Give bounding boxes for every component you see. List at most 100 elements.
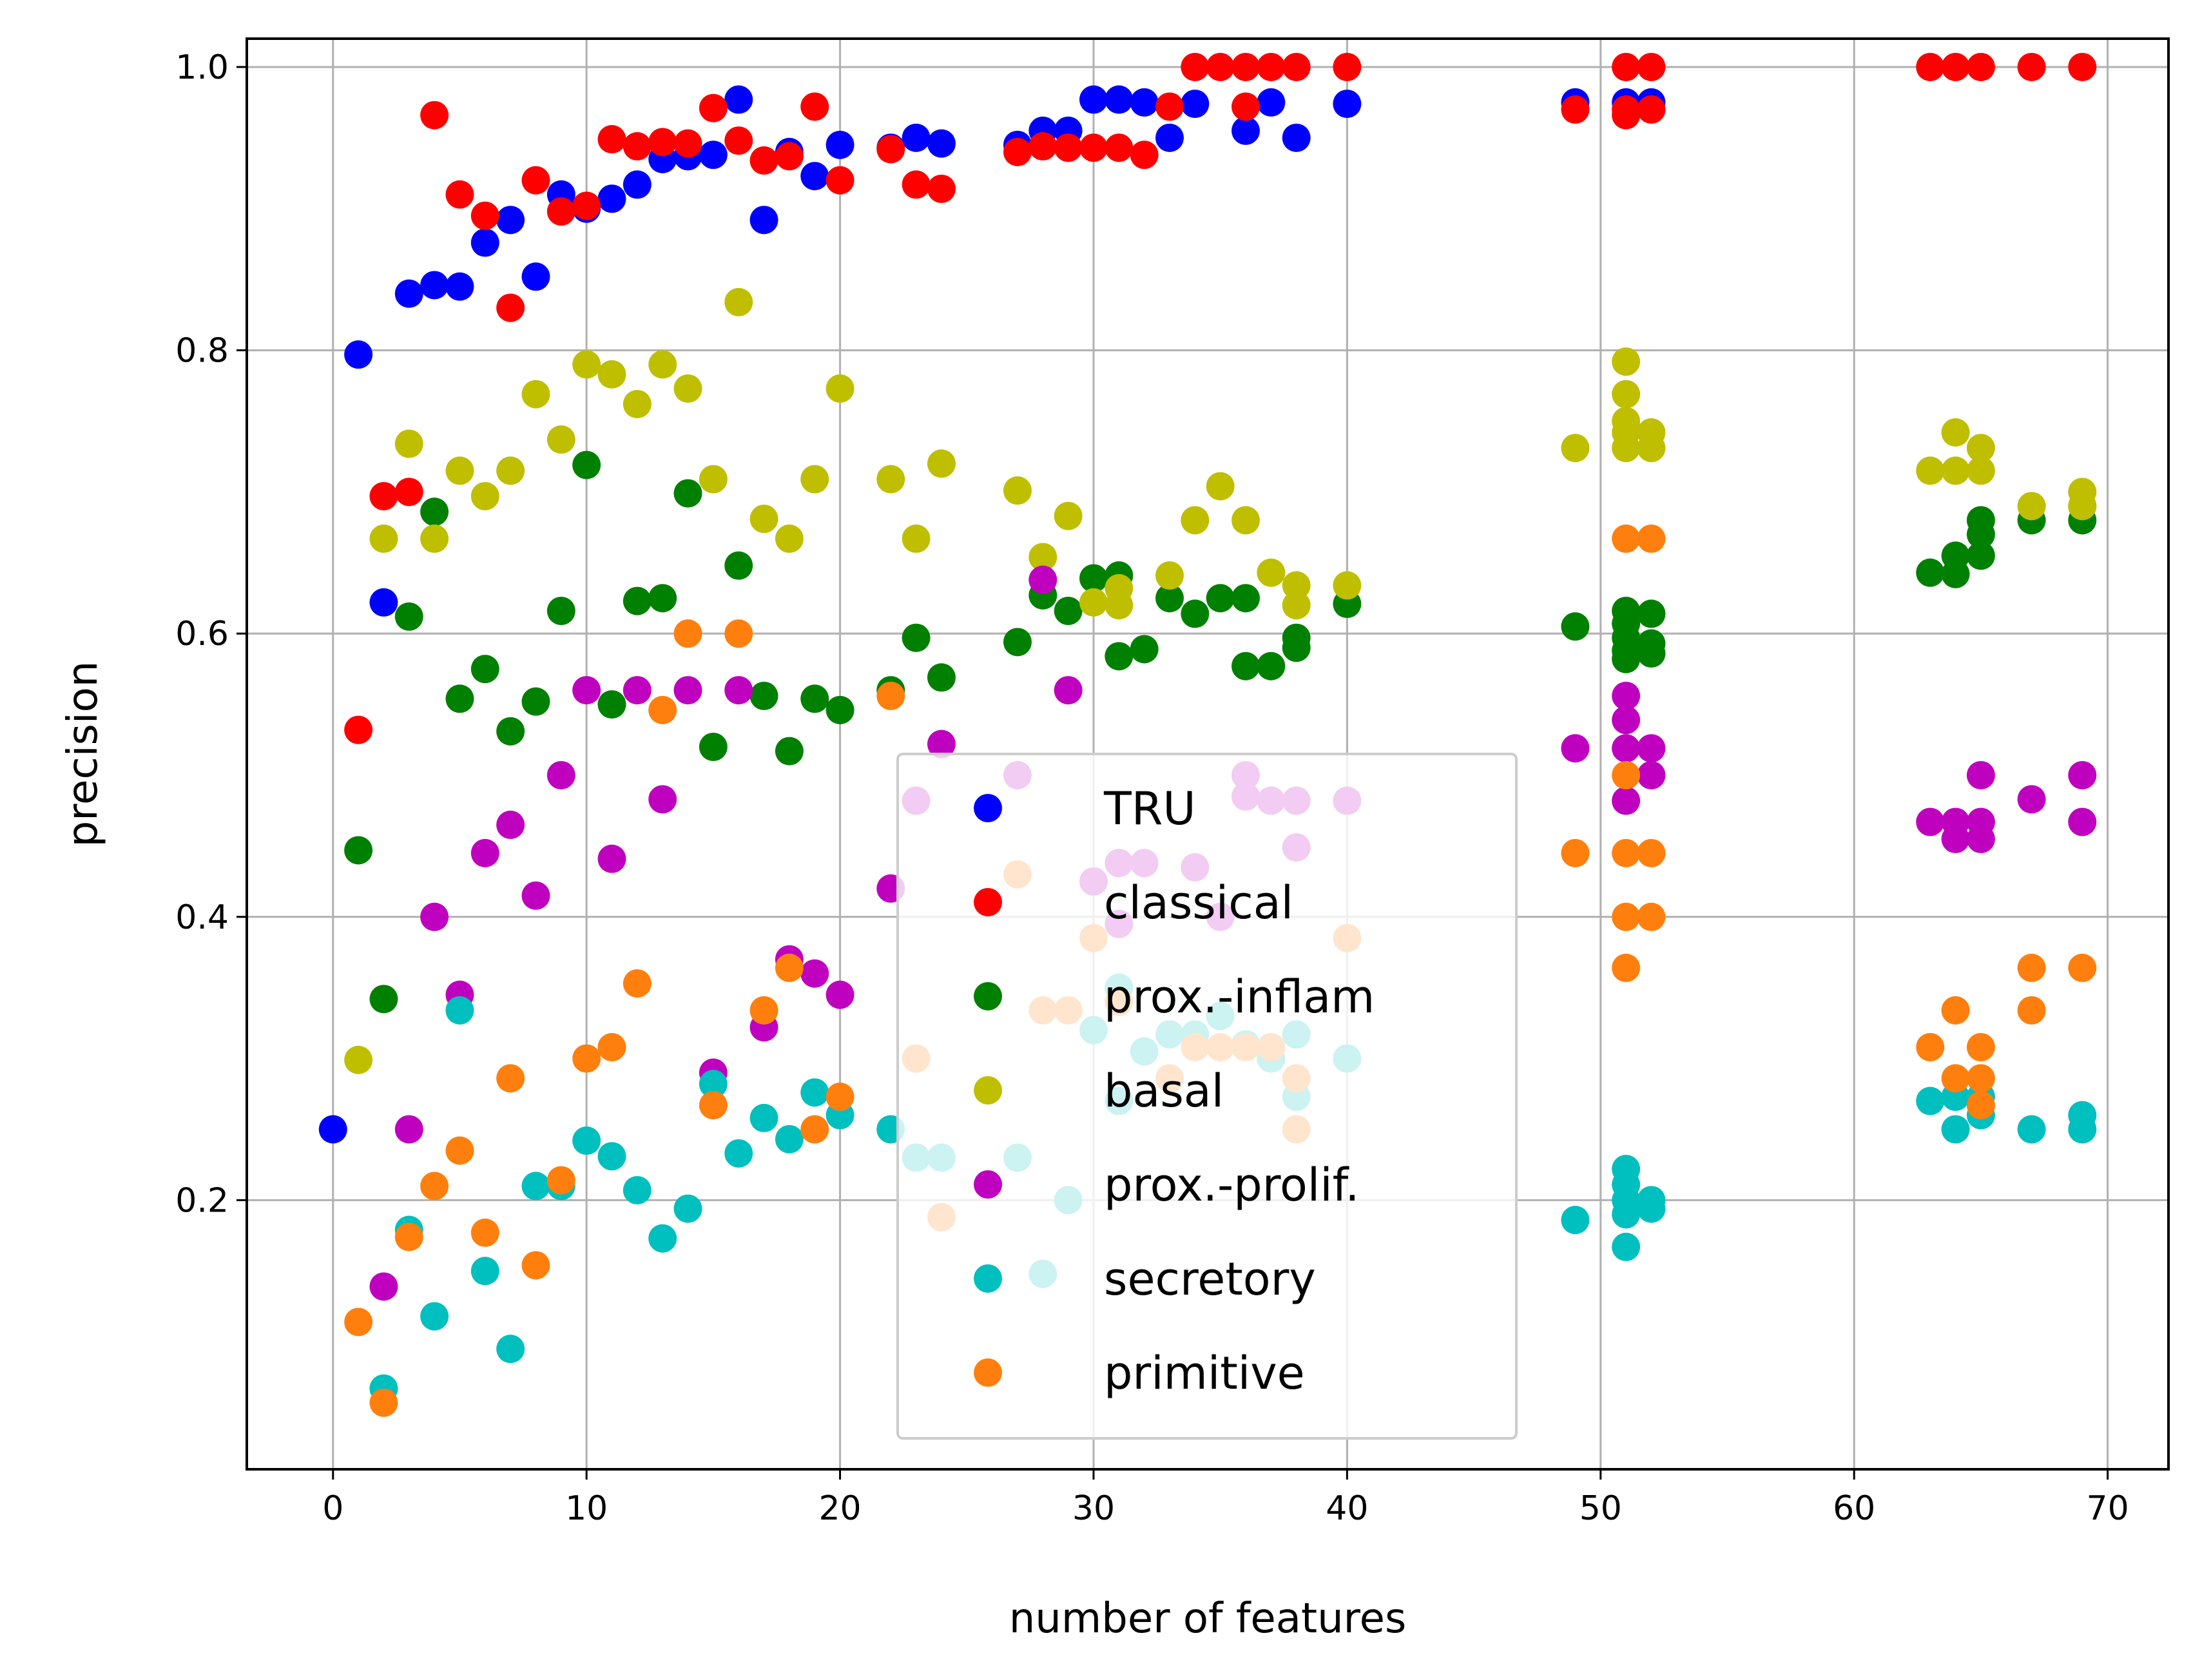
data-point: [699, 140, 728, 169]
data-point: [1231, 116, 1260, 145]
data-point: [1941, 996, 1970, 1025]
legend-marker: [974, 1358, 1002, 1387]
data-point: [420, 271, 449, 300]
data-point: [699, 1070, 728, 1099]
data-point: [572, 350, 601, 379]
data-point: [470, 1218, 499, 1247]
data-point: [1054, 597, 1083, 625]
data-point: [420, 524, 449, 553]
data-point: [572, 676, 601, 705]
data-point: [2068, 52, 2097, 81]
data-point: [1612, 681, 1641, 710]
legend: TRU classical prox.-inflam basal prox.-proli…: [896, 753, 1518, 1440]
data-point: [800, 1078, 829, 1107]
data-point: [1029, 132, 1058, 161]
data-point: [420, 1172, 449, 1201]
data-point: [1333, 52, 1362, 81]
data-point: [749, 996, 778, 1025]
data-point: [496, 810, 525, 839]
data-point: [623, 586, 652, 615]
data-point: [1003, 628, 1032, 657]
data-point: [1231, 652, 1260, 681]
data-point: [724, 126, 753, 155]
data-point: [1966, 456, 1995, 485]
data-point: [394, 429, 423, 458]
x-tick-label: 50: [1579, 1489, 1622, 1528]
data-point: [1231, 52, 1260, 81]
data-point: [749, 146, 778, 175]
data-point: [623, 390, 652, 419]
data-point: [369, 1388, 398, 1417]
data-point: [800, 465, 829, 494]
data-point: [521, 687, 550, 716]
data-point: [927, 449, 956, 478]
x-tick-label: 20: [818, 1489, 861, 1528]
x-axis-title: number of features: [1009, 1595, 1407, 1643]
data-point: [1282, 123, 1311, 152]
data-point: [445, 272, 474, 301]
data-point: [1612, 644, 1641, 673]
y-tick-label: 0.8: [175, 332, 229, 371]
data-point: [445, 996, 474, 1025]
data-point: [1561, 734, 1590, 763]
data-point: [1916, 1086, 1945, 1115]
data-point: [344, 1308, 373, 1337]
data-point: [1966, 1091, 1995, 1120]
data-point: [597, 125, 626, 154]
data-point: [1003, 137, 1032, 166]
data-point: [1333, 571, 1362, 600]
data-point: [2068, 760, 2097, 789]
data-point: [1282, 571, 1311, 600]
data-point: [927, 729, 956, 758]
legend-label: prox.-prolif.: [1104, 1159, 1359, 1212]
data-point: [1105, 642, 1134, 671]
data-point: [800, 162, 829, 191]
data-point: [344, 715, 373, 744]
data-point: [394, 1115, 423, 1144]
data-point: [902, 524, 931, 553]
data-point: [623, 132, 652, 161]
data-point: [496, 1335, 525, 1364]
data-point: [1257, 558, 1286, 587]
data-point: [572, 450, 601, 479]
data-point: [623, 676, 652, 705]
data-point: [546, 1166, 575, 1195]
data-point: [1941, 1064, 1970, 1093]
data-point: [1561, 612, 1590, 641]
data-point: [699, 465, 728, 494]
data-point: [1637, 599, 1666, 628]
data-point: [1105, 133, 1134, 162]
data-point: [1130, 88, 1159, 117]
data-point: [699, 93, 728, 122]
data-point: [724, 1139, 753, 1168]
data-point: [496, 717, 525, 746]
data-point: [572, 191, 601, 220]
data-point: [699, 1091, 728, 1120]
data-point: [597, 690, 626, 719]
data-point: [800, 684, 829, 713]
data-point: [496, 456, 525, 485]
data-point: [2068, 807, 2097, 836]
data-point: [597, 844, 626, 873]
data-point: [724, 551, 753, 580]
data-point: [445, 684, 474, 713]
data-point: [420, 902, 449, 931]
series-1: [344, 52, 2097, 744]
data-point: [546, 197, 575, 226]
data-point: [1333, 90, 1362, 119]
data-point: [1231, 506, 1260, 535]
data-point: [1637, 760, 1666, 789]
data-point: [623, 969, 652, 998]
data-point: [902, 123, 931, 152]
data-point: [420, 101, 449, 130]
data-point: [546, 425, 575, 454]
y-axis-title: precision: [59, 661, 107, 847]
data-point: [1637, 734, 1666, 763]
data-point: [572, 1044, 601, 1073]
y-tick-label: 1.0: [175, 48, 229, 87]
x-tick-label: 60: [1833, 1489, 1875, 1528]
data-point: [1637, 639, 1666, 668]
data-point: [673, 129, 702, 158]
data-point: [1941, 456, 1970, 485]
data-point: [1181, 506, 1210, 535]
